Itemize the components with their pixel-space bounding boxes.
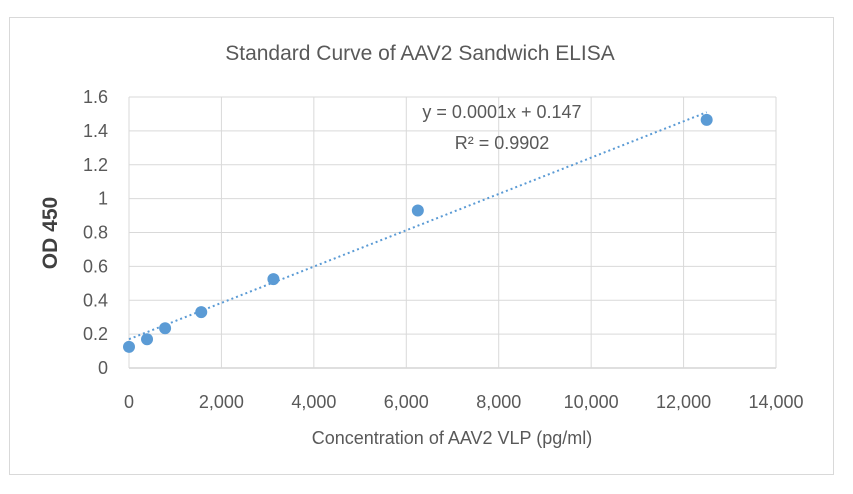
x-tick-label: 2,000 [199,392,244,412]
x-tick-label: 10,000 [564,392,619,412]
x-tick-label: 8,000 [476,392,521,412]
data-point [700,113,713,126]
data-point [141,333,154,346]
data-point [267,273,280,286]
y-tick-label: 0 [98,358,108,378]
data-points [123,113,713,353]
trendline-equation: y = 0.0001x + 0.147 [422,102,581,122]
x-tick-label: 14,000 [748,392,803,412]
y-tick-label: 0.8 [83,223,108,243]
y-tick-label: 1.2 [83,155,108,175]
y-tick-label: 0.2 [83,324,108,344]
data-point [159,322,172,335]
y-tick-label: 1 [98,189,108,209]
y-tick-label: 0.6 [83,256,108,276]
x-tick-labels: 0 2,000 4,000 6,000 8,000 10,000 12,000 14,000 [124,392,804,412]
grid-lines [128,96,777,369]
x-axis-label: Concentration of AAV2 VLP (pg/ml) [312,428,593,448]
x-tick-label: 6,000 [384,392,429,412]
data-point [123,340,135,353]
data-point [195,306,208,319]
x-tick-label: 12,000 [656,392,711,412]
trendline-r-squared: R² = 0.9902 [455,133,550,153]
chart-title: Standard Curve of AAV2 Sandwich ELISA [225,42,615,65]
x-tick-label: 0 [124,392,134,412]
data-point [411,204,424,217]
y-tick-label: 0.4 [83,290,108,310]
y-tick-label: 1.4 [83,121,108,141]
y-tick-labels: 0 0.2 0.4 0.6 0.8 1 1.2 1.4 1.6 [83,87,108,378]
x-tick-label: 4,000 [291,392,336,412]
trendline [128,111,708,341]
chart-frame [9,17,834,475]
y-axis-label: OD 450 [39,197,62,269]
y-tick-label: 1.6 [83,87,108,107]
